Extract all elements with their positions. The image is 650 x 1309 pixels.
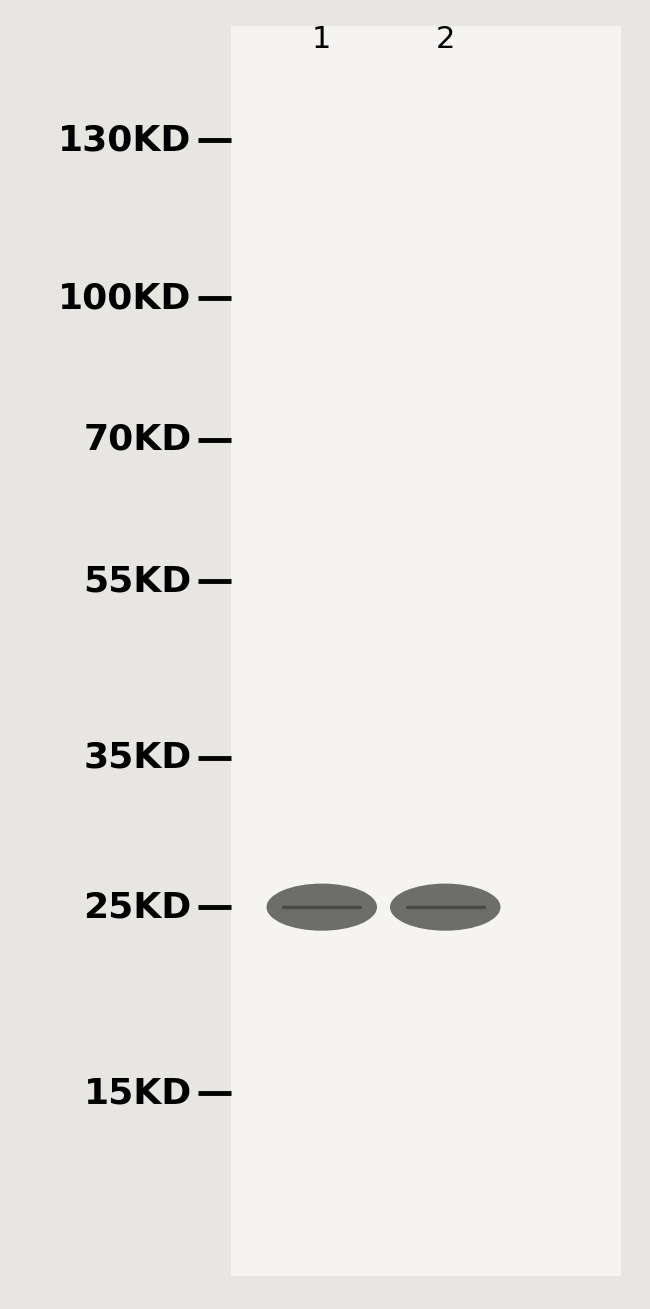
Text: 1: 1 [312,25,332,54]
Ellipse shape [390,884,500,931]
Bar [231,26,621,1276]
Text: 15KD: 15KD [83,1076,192,1110]
Text: 100KD: 100KD [58,281,192,315]
Text: 130KD: 130KD [58,123,192,157]
Text: 2: 2 [436,25,455,54]
Text: 55KD: 55KD [83,564,192,598]
Ellipse shape [266,884,377,931]
Text: 35KD: 35KD [83,741,192,775]
Text: 70KD: 70KD [83,423,192,457]
Text: 25KD: 25KD [83,890,192,924]
